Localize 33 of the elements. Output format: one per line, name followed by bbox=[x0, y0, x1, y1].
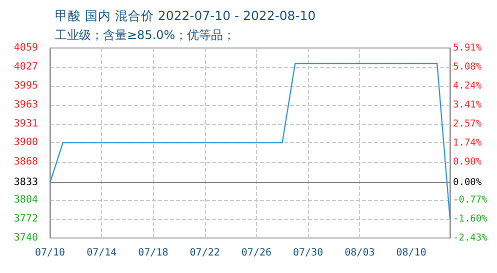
x-tick-label: 07/18 bbox=[138, 248, 168, 258]
y2-tick-label: 1.74% bbox=[453, 138, 482, 148]
y-tick-label: 3740 bbox=[14, 232, 38, 244]
y2-tick-label: -2.43% bbox=[453, 232, 488, 244]
y-tick-label: 3931 bbox=[14, 118, 38, 130]
y-tick-label: 3868 bbox=[14, 156, 38, 168]
y-tick-label: 3995 bbox=[14, 80, 38, 92]
x-tick-label: 07/14 bbox=[86, 248, 117, 258]
y2-tick-label: 0.00% bbox=[453, 177, 482, 188]
y-tick-label: 3900 bbox=[14, 137, 38, 148]
chart-subtitle: 工业级；含量≥85.0%；优等品； bbox=[55, 28, 236, 42]
y2-tick-label: 3.41% bbox=[453, 99, 482, 110]
y2-tick-label: -1.60% bbox=[453, 214, 488, 225]
y2-tick-label: 0.90% bbox=[453, 156, 482, 168]
x-tick-label: 07/26 bbox=[241, 248, 272, 258]
y2-tick-label: 5.91% bbox=[453, 42, 482, 54]
x-tick-label: 07/22 bbox=[190, 248, 220, 258]
x-tick-label: 08/03 bbox=[344, 248, 375, 258]
y-tick-label: 3963 bbox=[14, 100, 38, 111]
y-tick-label: 3772 bbox=[14, 213, 38, 224]
chart-title: 甲酸 国内 混合价 2022-07-10 - 2022-08-10 bbox=[55, 8, 316, 23]
y-tick-label: 4059 bbox=[14, 42, 38, 54]
y-tick-label: 3833 bbox=[14, 177, 38, 188]
y2-tick-label: 2.57% bbox=[453, 118, 482, 130]
y-tick-label: 3804 bbox=[14, 194, 38, 206]
y2-tick-label: 5.08% bbox=[453, 61, 482, 72]
x-tick-label: 07/10 bbox=[34, 248, 66, 258]
x-tick-label: 08/10 bbox=[396, 248, 426, 258]
line-series bbox=[49, 62, 451, 220]
x-tick-label: 07/30 bbox=[293, 248, 324, 258]
y-tick-label: 4027 bbox=[14, 62, 38, 73]
y2-tick-label: -0.77% bbox=[453, 194, 488, 206]
y2-tick-label: 4.24% bbox=[453, 80, 482, 92]
